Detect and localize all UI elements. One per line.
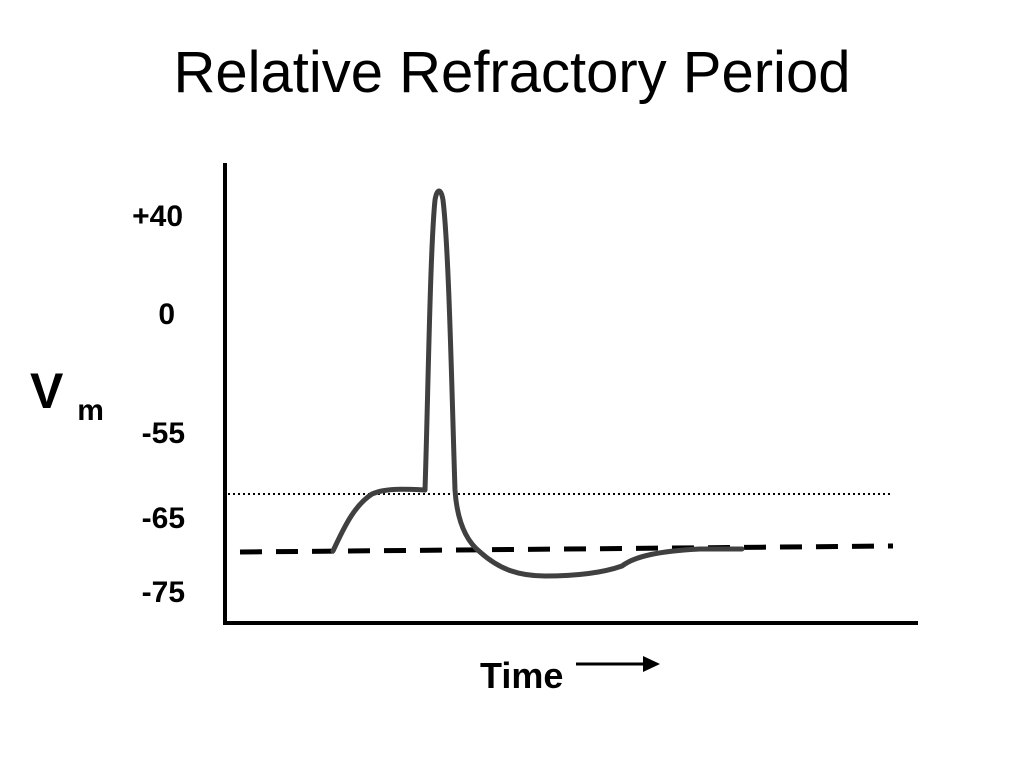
slide-title: Relative Refractory Period (173, 40, 851, 105)
time-arrow-head (643, 656, 660, 672)
y-axis-label: V m (30, 363, 104, 427)
y-tick-label: -65 (142, 502, 185, 535)
y-tick-label: -75 (142, 576, 185, 609)
y-tick-label: +40 (132, 200, 183, 233)
y-axis-label-main: V (30, 363, 64, 419)
y-tick-label: 0 (158, 298, 175, 331)
resting-potential-line (239, 543, 894, 555)
x-axis-label: Time (480, 655, 563, 696)
y-axis-label-subscript: m (77, 394, 104, 427)
y-tick-label: -55 (142, 417, 185, 450)
membrane-potential-trace (330, 188, 745, 579)
